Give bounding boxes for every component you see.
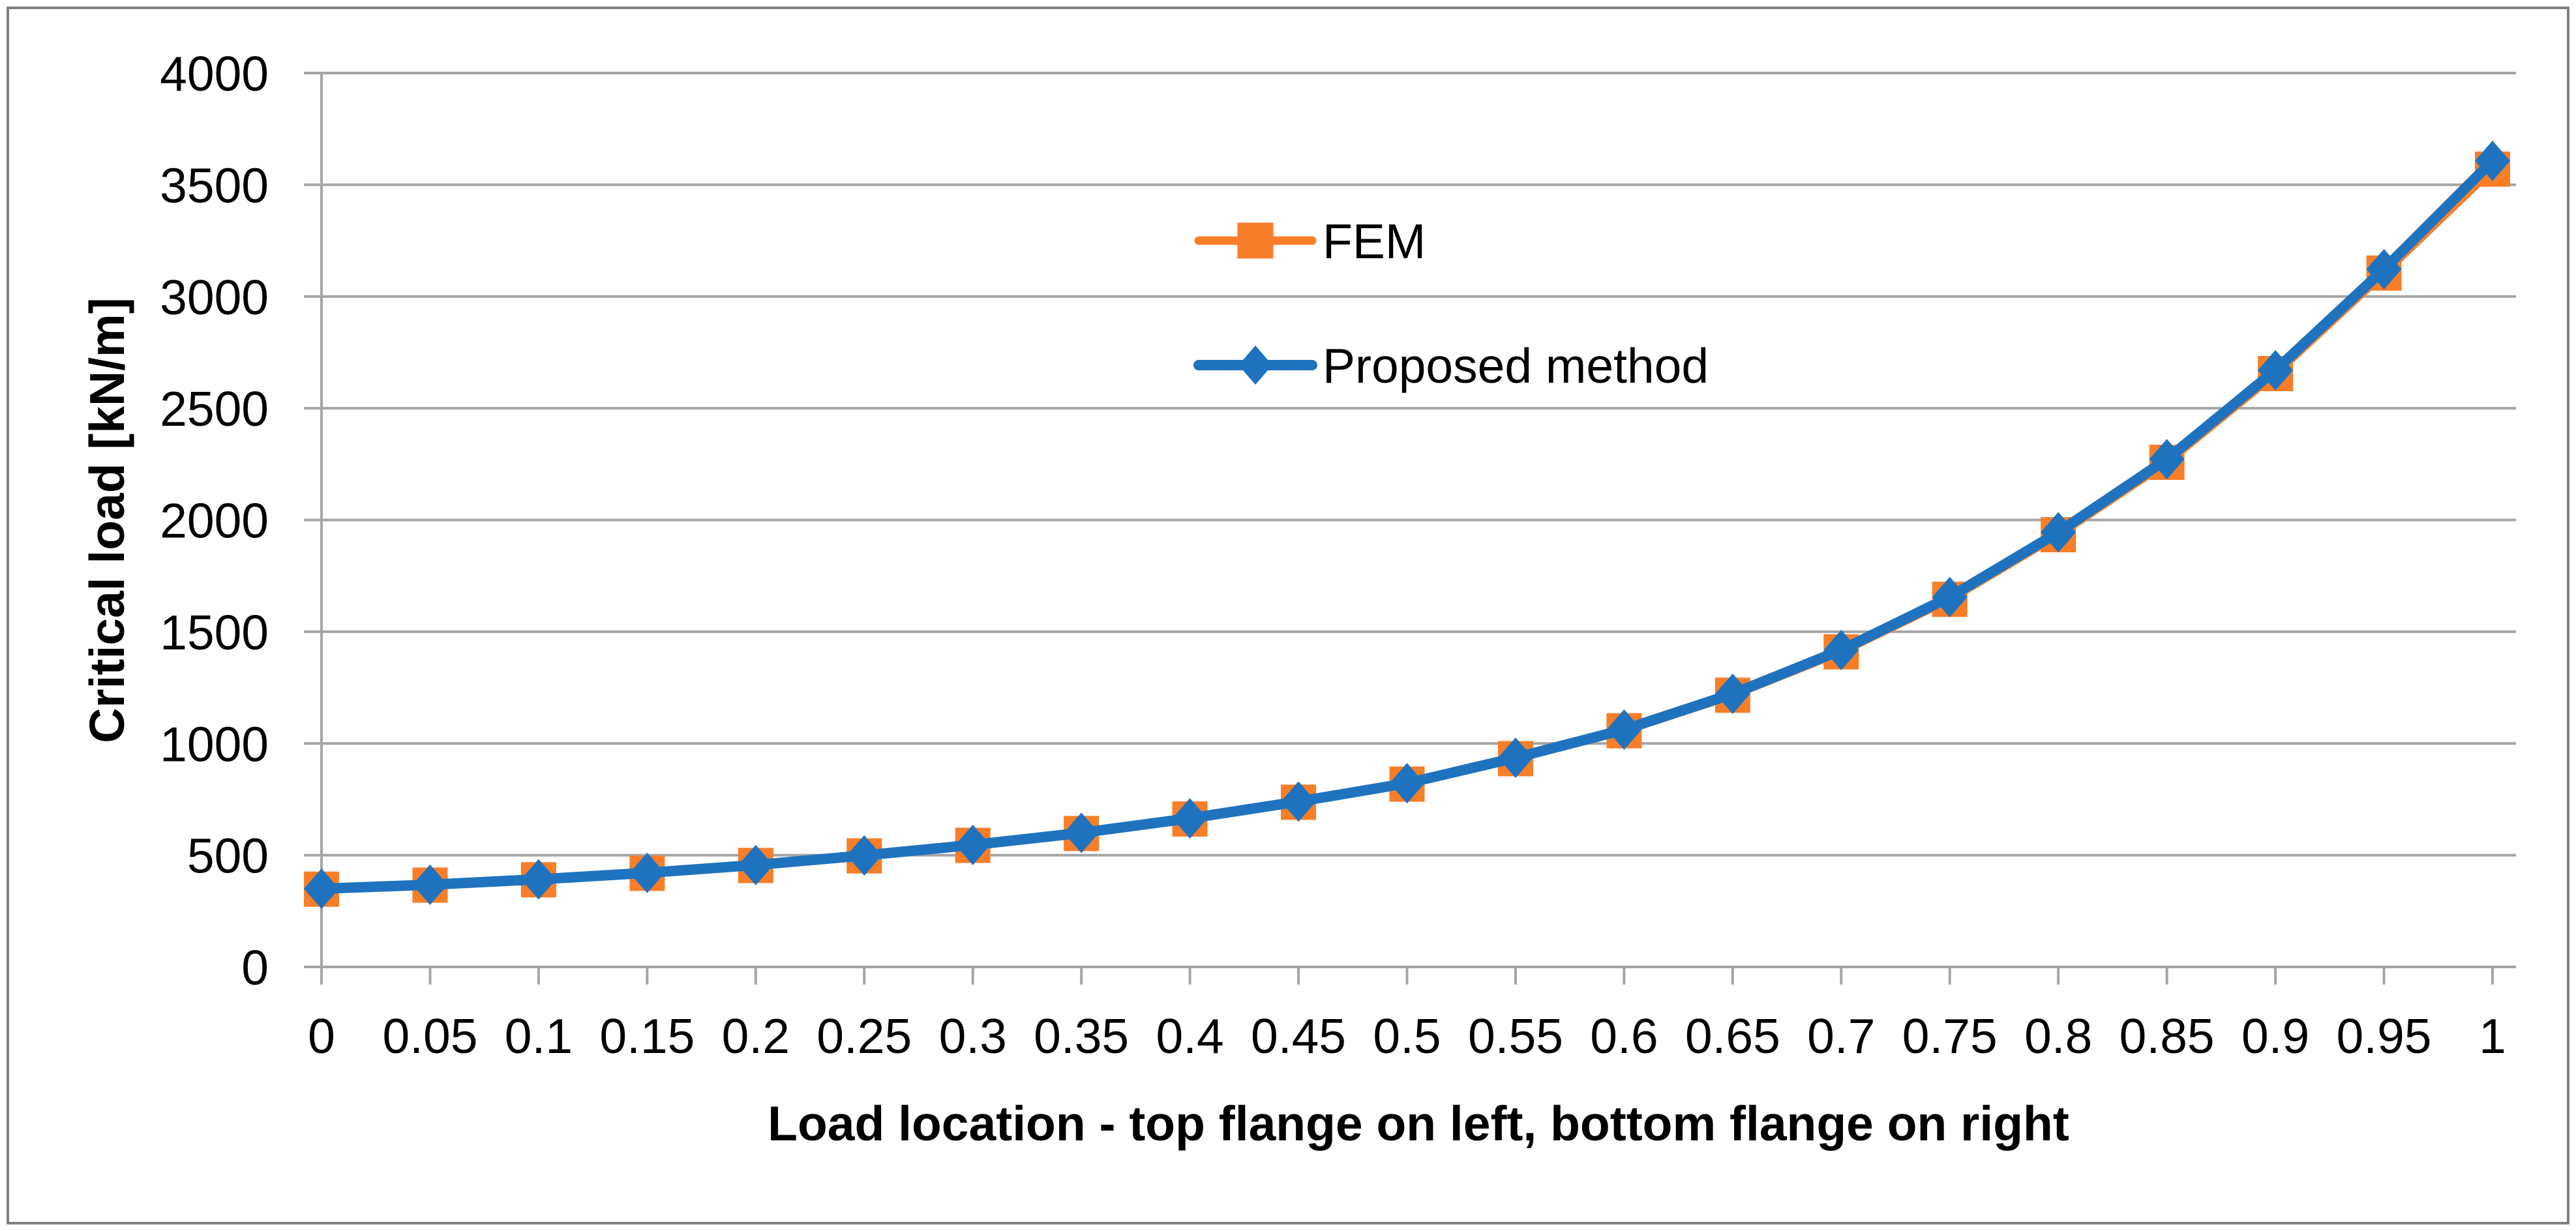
proposed-method-marker xyxy=(304,868,339,910)
x-tick-label: 0.65 xyxy=(1685,1009,1780,1063)
x-tick-label: 0.45 xyxy=(1251,1009,1346,1063)
legend-marker-fem xyxy=(1237,222,1274,259)
x-tick-label: 0.2 xyxy=(722,1009,790,1063)
proposed-method-marker xyxy=(1064,812,1100,853)
proposed-method-marker xyxy=(1606,709,1642,750)
proposed-method-marker xyxy=(1715,674,1750,715)
y-tick-label: 2000 xyxy=(160,494,269,548)
y-tick-label: 0 xyxy=(241,940,269,995)
x-tick-label: 0.5 xyxy=(1373,1009,1441,1063)
proposed-method-marker xyxy=(846,835,882,876)
x-tick-label: 0.95 xyxy=(2337,1009,2432,1063)
y-tick-label: 4000 xyxy=(160,46,269,101)
y-tick-label: 1000 xyxy=(160,717,269,771)
proposed-method-marker xyxy=(1389,763,1425,804)
proposed-method-marker xyxy=(1932,576,1968,617)
proposed-method-marker xyxy=(2041,512,2076,553)
proposed-method-marker xyxy=(2149,439,2185,480)
x-tick-label: 0.8 xyxy=(2024,1009,2092,1063)
y-tick-label: 3000 xyxy=(160,270,269,325)
x-tick-label: 0.05 xyxy=(382,1009,477,1063)
x-tick-label: 0.4 xyxy=(1156,1009,1223,1063)
x-tick-label: 0.85 xyxy=(2119,1009,2215,1063)
proposed-method-marker xyxy=(520,859,556,900)
proposed-method-marker xyxy=(1281,781,1317,822)
x-tick-label: 0.35 xyxy=(1034,1009,1129,1063)
x-tick-label: 0.25 xyxy=(816,1009,912,1063)
y-axis-title: Critical load [kN/m] xyxy=(80,297,134,743)
x-tick-label: 0.3 xyxy=(939,1009,1007,1063)
x-tick-label: 0.7 xyxy=(1807,1009,1875,1063)
proposed-method-marker xyxy=(1823,629,1859,670)
y-tick-label: 3500 xyxy=(160,158,269,213)
y-tick-label: 1500 xyxy=(160,605,269,660)
x-tick-label: 0.9 xyxy=(2241,1009,2309,1063)
x-tick-label: 0.75 xyxy=(1902,1009,1998,1063)
x-tick-label: 0.15 xyxy=(599,1009,695,1063)
x-tick-label: 0.55 xyxy=(1468,1009,1563,1063)
x-axis-title: Load location - top flange on left, bott… xyxy=(768,1096,2069,1151)
legend-label-fem: FEM xyxy=(1323,214,1426,269)
legend-marker-proposed-method xyxy=(1238,346,1272,385)
proposed-method-marker xyxy=(629,852,665,893)
proposed-method-marker xyxy=(738,844,773,885)
proposed-method-marker xyxy=(2475,140,2510,181)
x-tick-label: 0.1 xyxy=(505,1009,573,1063)
x-tick-label: 0 xyxy=(308,1009,335,1063)
proposed-method-marker xyxy=(955,824,991,865)
y-tick-label: 500 xyxy=(187,829,269,883)
proposed-method-marker xyxy=(2258,349,2294,391)
x-tick-label: 1 xyxy=(2479,1009,2506,1063)
proposed-method-marker xyxy=(2366,248,2402,289)
x-tick-label: 0.6 xyxy=(1590,1009,1658,1063)
proposed-method-marker xyxy=(412,864,448,905)
y-tick-label: 2500 xyxy=(160,381,269,436)
proposed-method-marker xyxy=(1497,737,1533,779)
proposed-method-marker xyxy=(1172,798,1208,839)
legend-label-proposed-method: Proposed method xyxy=(1323,338,1709,393)
